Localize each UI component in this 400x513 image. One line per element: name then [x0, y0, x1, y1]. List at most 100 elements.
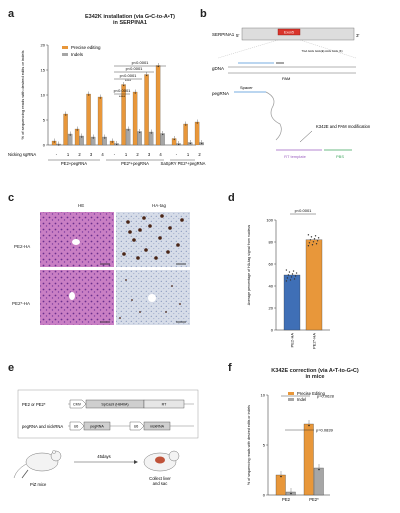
ha-tag-dot [168, 226, 172, 230]
nicking-value: 4 [159, 152, 162, 157]
d-point [307, 245, 310, 247]
ha-tag-dot [131, 299, 133, 301]
a-point [76, 129, 78, 131]
construct-row2-label: pegRNA and nickRNA [22, 424, 63, 429]
u6-promoter-1 [69, 421, 85, 431]
a-ytick: 20 [41, 42, 46, 47]
panel-a-title: E342K installation (via G•C-to-A•T) in S… [60, 14, 200, 27]
legend-swatch-precise-f [288, 392, 294, 395]
d-point [291, 273, 294, 275]
panel-label-d: d [228, 192, 235, 204]
panel-f-title-line1: K342E correction (via A•T-to-G•C) [271, 368, 359, 374]
d-point [310, 236, 313, 238]
nicking-value: 3 [148, 152, 151, 157]
f-ytick: 10 [261, 392, 266, 397]
exon5-label: Exon5 [284, 31, 294, 35]
panel-f-p-value-2: p=0.0839 [316, 428, 334, 433]
nicking-value: 2 [198, 152, 201, 157]
panel-f-title: K342E correction (via A•T-to-G•C) in mic… [250, 368, 380, 381]
rt-label: RT [162, 403, 168, 407]
u6-label-1: U6 [74, 425, 79, 429]
group-label-saspry: SaSpRY PE2*+pegRNA [161, 161, 206, 166]
a-point [178, 143, 180, 146]
vessel-3 [148, 294, 156, 302]
nicking-value: - [176, 152, 178, 157]
a-point [162, 133, 164, 136]
d-point [287, 274, 290, 276]
d-point [307, 234, 310, 236]
days-label: 45days [97, 454, 111, 459]
a-point [185, 124, 187, 126]
d-point [312, 241, 315, 243]
a-point [58, 144, 60, 146]
f-bar-precise [275, 474, 286, 496]
panel-f-p-value-1: p=0.0628 [317, 394, 335, 399]
exon5-box [277, 28, 301, 36]
nickrna-label: nickRNA [150, 425, 165, 429]
ha-tag-dot [136, 256, 140, 260]
d-ytick: 60 [269, 261, 274, 266]
ha-tag-dot [158, 236, 162, 240]
pegrna-label: pegRNA [212, 91, 229, 96]
d-point [286, 277, 289, 279]
legend-label-precise: Precise editing [71, 45, 101, 50]
nicking-values: - 1 2 3 4 - 1 2 3 4 - 1 2 [56, 152, 202, 157]
a-point [99, 97, 101, 99]
d-point [311, 244, 314, 246]
d-point [288, 271, 291, 273]
a-point [201, 142, 203, 145]
a-point [111, 141, 113, 143]
p-value-4: p<0.0001 [132, 60, 150, 65]
panel-label-f: f [228, 362, 232, 374]
panel-d-p-value: p<0.0001 [295, 208, 313, 213]
collect-label-2: and sac [153, 481, 168, 486]
rt-template-label: RT template [284, 154, 306, 159]
pegrna-box [83, 421, 111, 431]
f-point [308, 424, 310, 427]
nicking-value: 1 [67, 152, 70, 157]
legend-swatch-precise [62, 46, 68, 49]
panel-label-b: b [200, 8, 207, 20]
f-xtick: PE2* [309, 497, 319, 502]
d-point [285, 280, 288, 282]
arrowhead-icon [134, 460, 138, 464]
a-ytick: 15 [41, 67, 46, 72]
d-point [295, 272, 298, 274]
five-prime-label: 5' [236, 33, 240, 38]
d-point [317, 237, 320, 239]
piz-mice-label: PiZ mice [30, 482, 47, 487]
ha-tag-dot [154, 256, 158, 260]
panel-label-c: c [8, 192, 15, 204]
panel-a-legend: Precise editing Indels [62, 45, 101, 57]
a-point [134, 92, 136, 94]
panel-d-ylabel: Average percentage of HA-tag signal from… [247, 225, 251, 306]
cmv-promoter [69, 399, 87, 409]
legend-label-indel-f: Indel [297, 397, 306, 402]
collect-label-1: Collect liver [149, 476, 171, 481]
panel-a-bars [51, 63, 204, 146]
legend-swatch-indel-f [288, 398, 294, 401]
ha-tag-dot [180, 218, 184, 222]
panel-f-bars: PE2 PE2* [275, 420, 324, 502]
ha-tag-dot [144, 248, 148, 252]
p-value-1: p<0.0001 [114, 88, 132, 93]
row-label-pe2-ha: PE2-HA [14, 244, 31, 249]
f-point [318, 468, 320, 471]
panel-label-e: e [8, 362, 15, 374]
f-ytick: 5 [263, 442, 266, 447]
legend-label-indels: Indels [71, 52, 84, 57]
gdna-label: gDNA [212, 66, 224, 71]
nicking-value: 3 [90, 152, 93, 157]
a-point [88, 94, 90, 96]
a-point [189, 142, 191, 145]
vessel-2 [69, 292, 75, 300]
pegrna-construct-label: pegRNA [90, 425, 104, 429]
d-point [314, 235, 317, 237]
ha-tag-dot [138, 228, 142, 232]
mouse-right-icon [143, 450, 180, 472]
ha-tag-dot [139, 311, 141, 313]
panel-label-a: a [8, 8, 15, 20]
ha-tag-label: HA-tag [152, 203, 167, 208]
